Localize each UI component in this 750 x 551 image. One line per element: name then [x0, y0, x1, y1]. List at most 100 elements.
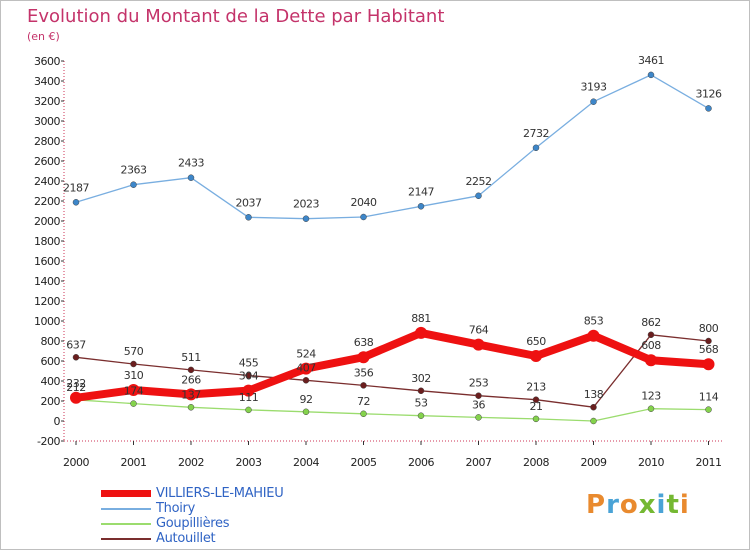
data-label: 138 [584, 388, 604, 401]
data-label: 123 [641, 390, 661, 403]
data-point [587, 329, 600, 342]
data-point [590, 417, 597, 425]
data-point [590, 98, 597, 105]
y-tick-label: 1200 [34, 295, 60, 308]
data-label: 253 [469, 377, 489, 390]
data-point [130, 400, 137, 407]
data-point [187, 404, 195, 411]
data-point [360, 382, 367, 389]
series-line-goupilli-res [75, 399, 710, 422]
y-tick-label: 1400 [34, 275, 60, 288]
x-tick-label: 2009 [581, 456, 607, 469]
data-label: 92 [300, 393, 313, 406]
x-tick-label: 2007 [466, 456, 492, 469]
logo-letter: P [586, 490, 607, 520]
data-label: 3461 [638, 54, 664, 67]
data-point [72, 199, 80, 206]
data-label: 2187 [63, 181, 89, 194]
data-point [70, 391, 82, 404]
chart-unit: (en €) [27, 30, 60, 43]
data-point [417, 203, 425, 210]
data-point [302, 377, 310, 384]
data-label: 114 [699, 391, 719, 404]
data-label: 232 [66, 377, 86, 390]
data-point [245, 406, 252, 414]
chart-title: Evolution du Montant de la Dette par Hab… [27, 6, 445, 27]
data-point [417, 387, 425, 395]
x-tick-label: 2001 [121, 456, 147, 469]
y-tick-label: 400 [41, 375, 61, 388]
data-label: 800 [699, 322, 719, 335]
data-point [130, 181, 137, 188]
y-tick-label: 1600 [34, 255, 60, 268]
x-tick-label: 2011 [696, 456, 722, 469]
data-point [530, 350, 542, 362]
data-label: 266 [181, 373, 201, 386]
x-tick-label: 2005 [351, 456, 377, 469]
data-label: 356 [354, 366, 374, 379]
data-point [187, 366, 195, 374]
legend-label-villiers: VILLIERS-LE-MAHIEU [156, 486, 284, 501]
y-tick-label: 3000 [34, 115, 60, 128]
legend-label-goupillieres: Goupillières [156, 516, 230, 531]
y-tick-label: 3400 [34, 75, 60, 88]
y-tick-label: -200 [37, 435, 60, 448]
data-label: 213 [526, 381, 546, 394]
series-line-thoiry [75, 74, 710, 220]
y-tick-label: 800 [41, 335, 61, 348]
data-label: 407 [296, 361, 316, 374]
data-label: 650 [526, 335, 546, 348]
data-point [127, 384, 140, 396]
data-point [532, 144, 540, 152]
y-tick-label: 3600 [34, 55, 60, 68]
legend-swatch-goupillieres [101, 523, 151, 525]
legend-swatch-villiers [101, 490, 151, 497]
x-tick-label: 2000 [63, 456, 89, 469]
data-point [72, 354, 80, 361]
data-point [415, 326, 427, 339]
y-tick-label: 1000 [34, 315, 60, 328]
data-label: 310 [124, 369, 144, 382]
x-tick-label: 2004 [293, 456, 319, 469]
legend-item-thoiry: Thoiry [101, 501, 321, 516]
data-label: 2252 [466, 175, 492, 188]
data-point [472, 338, 485, 351]
data-label: 2363 [121, 164, 147, 177]
legend-item-goupillieres: Goupillières [101, 516, 321, 531]
x-tick-label: 2002 [178, 456, 204, 469]
data-label: 3193 [581, 81, 607, 94]
data-point [185, 388, 197, 401]
data-point [300, 362, 312, 375]
series-line-villiers-le-mahieu [72, 328, 713, 402]
data-label: 3126 [696, 87, 722, 100]
y-tick-label: 2000 [34, 215, 60, 228]
logo-letter: t [666, 490, 680, 520]
data-label: 2732 [523, 127, 549, 140]
data-point [302, 408, 310, 416]
legend-swatch-autouillet [101, 538, 151, 540]
data-point [702, 358, 715, 371]
data-point [302, 215, 310, 222]
data-point [647, 331, 655, 339]
data-point [647, 405, 655, 412]
y-tick-label: 1800 [34, 235, 60, 248]
data-label: 637 [66, 338, 86, 351]
data-label: 568 [699, 343, 719, 356]
data-point [475, 392, 482, 399]
y-tick-label: 3200 [34, 95, 60, 108]
data-label: 2147 [408, 185, 434, 198]
data-label: 36 [472, 398, 485, 411]
logo-letter: r [606, 490, 620, 520]
data-label: 302 [411, 372, 431, 385]
data-label: 304 [239, 370, 259, 383]
data-point [705, 105, 712, 112]
data-point [360, 213, 367, 221]
data-label: 862 [641, 316, 661, 329]
y-tick-label: 200 [41, 395, 61, 408]
logo-letter: i [679, 490, 690, 520]
data-point [242, 384, 255, 397]
data-point [590, 403, 597, 411]
y-tick-label: 600 [41, 355, 61, 368]
data-point [245, 372, 252, 379]
